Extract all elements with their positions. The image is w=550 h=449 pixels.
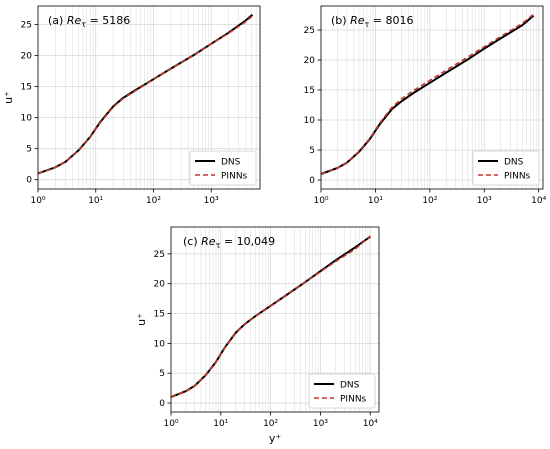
y-tick-label: 15 [21, 83, 32, 93]
x-tick-label: 10³ [313, 419, 328, 429]
chart-panel-3: 10⁰ 10¹ 10² 10³ 10⁴ 0 5 10 15 20 25 (c) Reτ = 10,04… [135, 226, 380, 445]
chart-panel-2: 10⁰ 10¹ 10² 10³ 10⁴ 0 5 10 15 20 25 (b) Reτ = 8016 D… [304, 5, 547, 206]
series-line-pinns [170, 235, 371, 398]
legend-label-pinns: PINNs [504, 172, 531, 182]
panel-label: (c) Reτ = 10,049 [183, 235, 275, 250]
legend-label-pinns: PINNs [340, 395, 367, 405]
x-tick-label: 10¹ [88, 196, 103, 206]
legend-box [472, 150, 540, 186]
x-axis-label: y⁺ [269, 432, 282, 445]
plot-frame [320, 5, 544, 190]
legend-box [308, 373, 376, 409]
y-tick-label: 5 [309, 146, 315, 156]
y-tick-label: 25 [154, 250, 165, 260]
y-axis-label: u⁺ [135, 313, 148, 326]
plot-frame [170, 226, 380, 413]
y-tick-label: 15 [304, 86, 315, 96]
legend-label-dns: DNS [340, 381, 360, 391]
x-tick-label: 10⁰ [163, 419, 178, 429]
y-tick-label: 5 [26, 145, 32, 155]
y-tick-label: 10 [21, 114, 33, 124]
legend-label-dns: DNS [504, 158, 524, 168]
plot-frame [37, 5, 261, 190]
y-tick-label: 25 [304, 26, 315, 36]
y-tick-label: 20 [21, 52, 33, 62]
chart-panel-1: 10⁰ 10¹ 10² 10³ 0 5 10 15 20 25 (a) Reτ = 5186 u⁺ DN… [2, 5, 261, 206]
panel-label: (b) Reτ = 8016 [331, 14, 414, 29]
x-tick-label: 10¹ [213, 419, 228, 429]
legend-label-pinns: PINNs [221, 172, 248, 182]
y-tick-label: 0 [309, 176, 315, 186]
legend-label-dns: DNS [221, 158, 241, 168]
y-tick-label: 25 [21, 21, 32, 31]
x-tick-label: 10² [263, 419, 278, 429]
y-tick-label: 0 [26, 176, 32, 186]
y-tick-label: 20 [304, 56, 316, 66]
y-tick-label: 10 [154, 339, 166, 349]
y-axis-label: u⁺ [2, 91, 15, 104]
x-tick-label: 10¹ [368, 196, 383, 206]
x-tick-label: 10⁴ [363, 419, 378, 429]
x-tick-label: 10² [146, 196, 161, 206]
legend: DNS PINNs [472, 150, 540, 186]
x-tick-label: 10⁰ [313, 196, 328, 206]
series-line-pinns [320, 13, 534, 175]
y-tick-label: 0 [159, 399, 165, 409]
x-tick-label: 10⁰ [30, 196, 45, 206]
x-tick-label: 10³ [477, 196, 492, 206]
y-tick-label: 20 [154, 280, 166, 290]
y-tick-label: 5 [159, 369, 165, 379]
series-line-pinns [37, 15, 254, 175]
legend: DNS PINNs [308, 373, 376, 409]
y-tick-label: 15 [154, 310, 165, 320]
legend-box [189, 150, 257, 186]
y-tick-label: 10 [304, 116, 316, 126]
panel-label: (a) Reτ = 5186 [48, 14, 130, 29]
x-tick-label: 10³ [204, 196, 219, 206]
legend: DNS PINNs [189, 150, 257, 186]
x-tick-label: 10⁴ [531, 196, 546, 206]
x-tick-label: 10² [422, 196, 437, 206]
